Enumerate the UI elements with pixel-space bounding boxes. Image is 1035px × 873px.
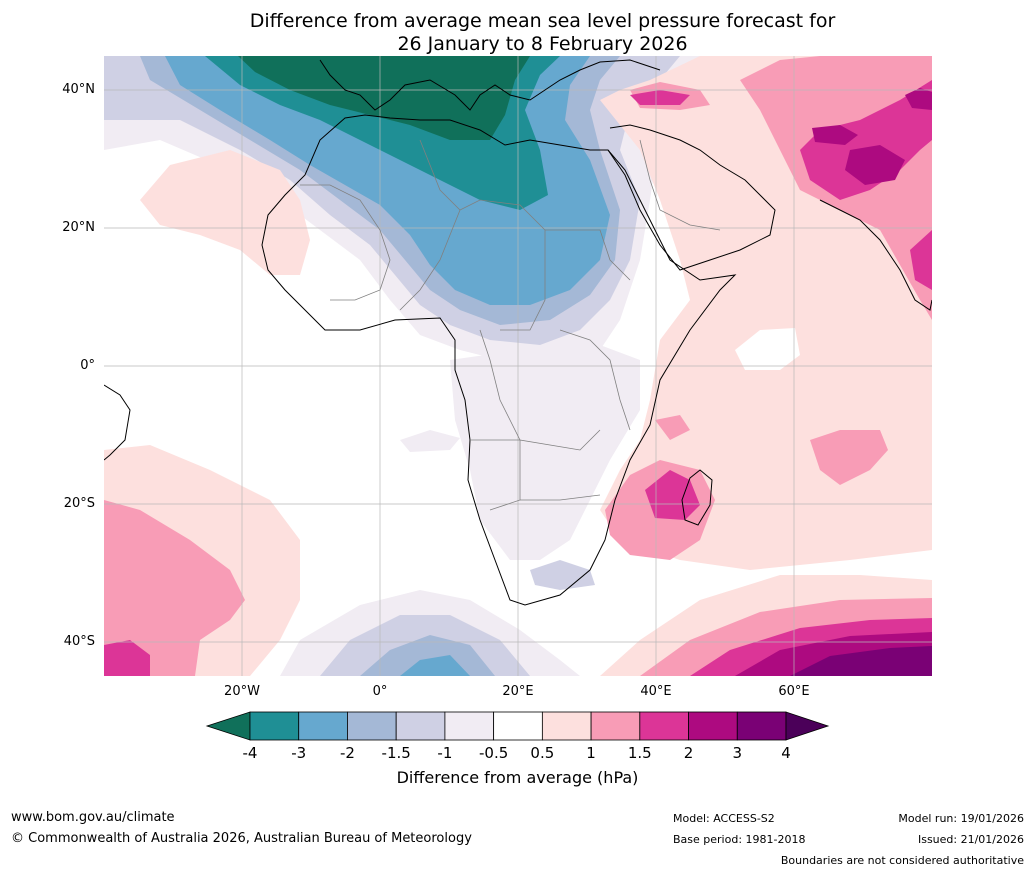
lat-label-40n: 40°N xyxy=(62,82,95,97)
colorbar-swatch xyxy=(444,711,495,741)
colorbar-swatch xyxy=(347,711,397,741)
colorbar-tick-label: -2 xyxy=(339,744,355,762)
anomaly-madagascar-pos-1.5 xyxy=(645,470,700,520)
footer-url[interactable]: www.bom.gov.au/climate xyxy=(11,810,175,825)
europe-coastline xyxy=(319,59,661,111)
colorbar-tick-label: 3 xyxy=(732,744,743,762)
colorbar-tick-label: 0.5 xyxy=(530,744,555,762)
footer-model: Model: ACCESS-S2 xyxy=(673,812,775,825)
colorbar xyxy=(205,711,830,741)
anomaly-io-white xyxy=(735,328,800,370)
colorbar-tick-label: -1.5 xyxy=(381,744,411,762)
lon-label-20w: 20°W xyxy=(224,684,260,699)
colorbar-swatch xyxy=(688,711,738,741)
arabia-coastline xyxy=(607,124,776,271)
colorbar-tick-label: 1 xyxy=(586,744,596,762)
colorbar-title: Difference from average (hPa) xyxy=(396,768,639,787)
colorbar-tick-label: -3 xyxy=(291,744,307,762)
madagascar-coastline xyxy=(681,469,713,526)
colorbar-swatch xyxy=(395,711,446,741)
africa-coastline xyxy=(261,114,737,606)
lat-label-40s: 40°S xyxy=(63,634,95,649)
footer-copyright: © Commonwealth of Australia 2026, Austra… xyxy=(11,831,472,846)
anomaly-east-pos-2c xyxy=(905,88,932,110)
lon-label-60e: 60°E xyxy=(778,684,810,699)
anomaly-africa-neg-0.5 xyxy=(450,345,640,560)
footer-disclaimer: Boundaries are not considered authoritat… xyxy=(780,854,1024,867)
anomaly-south-neg-1.5 xyxy=(360,635,495,676)
anomaly-band-neg-4 xyxy=(238,56,530,140)
anomaly-io-pos-1 xyxy=(810,430,888,485)
colorbar-tick-label: 1.5 xyxy=(627,744,652,762)
anomaly-satl-pos-1.5 xyxy=(104,640,150,676)
anomaly-east-pos-1.5b xyxy=(630,90,690,105)
colorbar-swatch xyxy=(639,711,689,741)
lon-label-0: 0° xyxy=(372,684,388,699)
gridlines xyxy=(104,56,932,676)
lat-label-20n: 20°N xyxy=(62,220,95,235)
south-america-coastline xyxy=(104,384,131,461)
lat-label-20s: 20°S xyxy=(63,496,95,511)
lat-label-0: 0° xyxy=(80,358,95,373)
map-title: Difference from average mean sea level p… xyxy=(0,10,1035,56)
colorbar-swatch xyxy=(249,711,300,741)
map-area xyxy=(104,56,932,676)
country-borders xyxy=(300,139,721,511)
lon-label-20e: 20°E xyxy=(502,684,534,699)
anomaly-south-neg-2 xyxy=(400,655,470,676)
colorbar-swatch xyxy=(736,711,787,741)
anomaly-africa-neg-0.5b xyxy=(400,430,460,452)
colorbar-swatch xyxy=(590,711,641,741)
colorbar-swatch xyxy=(493,711,543,741)
colorbar-tick-label: 4 xyxy=(781,744,791,762)
colorbar-tick-label: -1 xyxy=(437,744,453,762)
anomaly-io-pos-1b xyxy=(655,415,690,440)
anomaly-satl-pos-1 xyxy=(104,500,245,676)
title-line-2: 26 January to 8 February 2026 xyxy=(397,33,688,55)
lon-label-40e: 40°E xyxy=(640,684,672,699)
title-line-1: Difference from average mean sea level p… xyxy=(249,10,836,32)
colorbar-tick-label: -0.5 xyxy=(478,744,509,762)
anomaly-east-pos-2b xyxy=(812,125,858,145)
anomaly-east-pos-2 xyxy=(845,145,905,185)
india-coastline xyxy=(819,199,932,311)
colorbar-tick-label: 2 xyxy=(683,744,694,762)
colorbar-arrow-high xyxy=(785,711,830,741)
footer-base-period: Base period: 1981-2018 xyxy=(673,833,806,846)
colorbar-swatch xyxy=(298,711,348,741)
anomaly-atl-pos-0.5 xyxy=(140,150,310,275)
colorbar-swatch xyxy=(541,711,592,741)
colorbar-tick-label: -4 xyxy=(242,744,258,762)
coastlines xyxy=(104,59,932,606)
colorbar-arrow-low xyxy=(205,711,251,741)
footer-issued: Issued: 21/01/2026 xyxy=(917,833,1024,846)
anomaly-east-pos-1.5c xyxy=(910,230,932,290)
footer-model-run: Model run: 19/01/2026 xyxy=(898,812,1024,825)
anomaly-so-pos-3 xyxy=(790,646,932,676)
anomaly-africa-neg-1 xyxy=(530,560,595,590)
